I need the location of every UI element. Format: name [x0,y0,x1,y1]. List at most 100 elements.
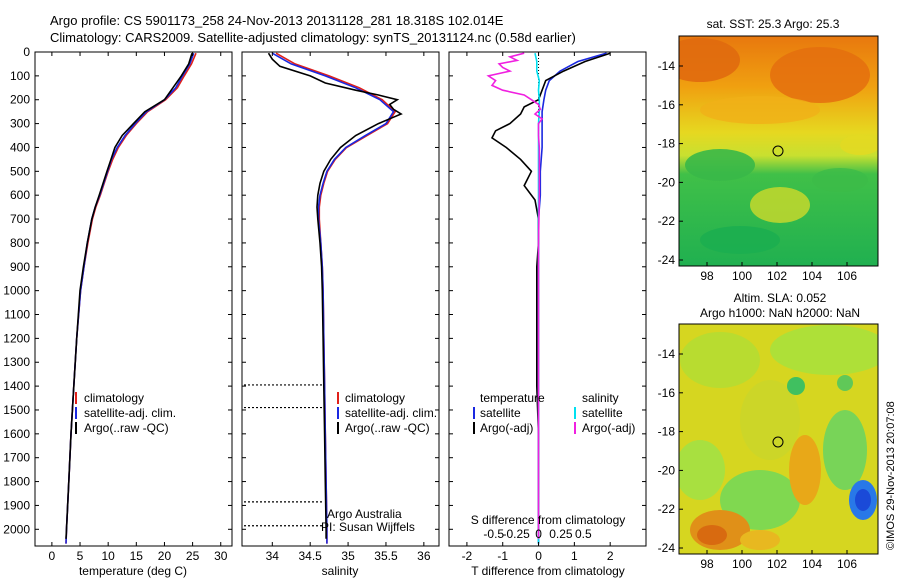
salinity-plot [244,52,403,544]
series-line-temperature-argo-adj- [490,52,611,539]
difference-panel-frame [448,51,647,547]
depth-tick-label: 900 [10,260,30,274]
argo-location-marker [772,436,784,448]
depth-tick-label: 1600 [3,427,30,441]
s-difference-axis: -0.5-0.25 0 0.25 0.5 [483,527,592,541]
sst-map-image [679,36,878,266]
map-y-tick-label: -14 [658,59,676,73]
temperature-x-axis: 0 5 10 15 20 25 30 [49,52,228,563]
x-tick-label: 34.5 [299,549,323,563]
x-tick-label: 10 [101,549,115,563]
x-tick-label: 1 [571,549,578,563]
depth-tick-label: 700 [10,212,30,226]
x-tick-label: 25 [186,549,200,563]
sst-map-axes: -14 -16 -18 -20 -22 -24 98 100 102 104 106 [658,59,858,283]
map-x-tick-label: 98 [700,269,714,283]
map-x-tick-label: 102 [767,269,787,283]
legend-head-salinity: salinity [582,391,619,405]
x-tick-label: -1 [497,549,508,563]
imos-stamp: ©IMOS 29-Nov-2013 20:07:08 [885,401,897,550]
legend-label-climatology: climatology [84,391,144,405]
legend-head-temperature: temperature [480,391,545,405]
map-x-tick-label: 104 [802,557,822,571]
map-y-tick-label: -16 [658,98,676,112]
depth-tick-label: 0 [23,45,30,59]
x-tick-label: 15 [130,549,144,563]
salinity-panel-frame [241,51,440,547]
x-tick-label: 0 [49,549,56,563]
s-tick-label: 0.25 [549,527,573,541]
legend-label-temp-satellite: satellite [480,406,521,420]
map-y-tick-label: -18 [658,425,676,439]
depth-tick-label: 600 [10,188,30,202]
map-y-tick-label: -24 [658,253,676,267]
depth-tick-label: 1100 [4,308,30,322]
depth-tick-label: 1700 [3,451,30,465]
legend-label-argo: Argo(..raw -QC) [84,421,169,435]
legend-label-sal-argo: Argo(-adj) [582,421,635,435]
sst-map-title: sat. SST: 25.3 Argo: 25.3 [707,17,840,31]
series-line-argo-raw-qc- [267,52,403,539]
sla-map-title-1: Altim. SLA: 0.052 [734,291,827,305]
x-tick-label: 5 [77,549,84,563]
legend-label-satellite-adj: satellite-adj. clim. [84,406,176,420]
salinity-legend: climatology satellite-adj. clim. Argo(..… [337,391,437,435]
x-tick-label: 30 [214,549,228,563]
x-tick-label: 34 [266,549,280,563]
depth-tick-label: 300 [10,117,30,131]
series-line-salinity-argo-adj- [486,52,544,539]
depth-tick-label: 500 [10,164,30,178]
x-tick-label: 35.5 [374,549,398,563]
series-line-temperature-satellite [537,52,607,544]
x-tick-label: 36 [417,549,431,563]
x-tick-label: 20 [158,549,172,563]
depth-tick-label: 1800 [3,475,30,489]
temperature-xlabel: temperature (deg C) [79,564,187,578]
temperature-plot [65,52,197,544]
map-y-tick-label: -18 [658,137,676,151]
depth-tick-label: 1900 [3,498,30,512]
difference-plot [486,52,611,546]
sla-map-image [679,324,878,554]
depth-axis: 0 100 200 300 400 500 600 700 800 900 1000 1100 1200… [3,45,646,536]
depth-tick-label: 100 [10,69,30,83]
map-x-tick-label: 106 [837,557,857,571]
annotation-argo-australia: Argo Australia [327,507,402,521]
map-y-tick-label: -20 [658,463,676,477]
map-x-tick-label: 104 [802,269,822,283]
s-tick-label: -0.5 [483,527,504,541]
x-tick-label: 2 [607,549,614,563]
legend-label-argo: Argo(..raw -QC) [345,421,430,435]
depth-tick-label: 1500 [3,403,30,417]
title-line-1: Argo profile: CS 5901173_258 24-Nov-2013… [50,13,504,28]
depth-tick-label: 200 [10,93,30,107]
s-tick-label: 0.5 [575,527,592,541]
sst-map-frame [678,35,879,267]
depth-tick-label: 1000 [3,284,30,298]
salinity-x-axis: 34 34.5 35 35.5 36 [266,52,431,563]
title-line-2: Climatology: CARS2009. Satellite-adjuste… [50,30,576,45]
difference-x-axis: -2 -1 0 1 2 [462,52,614,563]
series-line-satellite-adj-clim- [271,52,395,544]
argo-location-marker [772,145,784,157]
map-x-tick-label: 98 [700,557,714,571]
map-x-tick-label: 100 [732,269,752,283]
x-tick-label: 35 [341,549,355,563]
legend-label-satellite-adj: satellite-adj. clim. [345,406,437,420]
temperature-legend: climatology satellite-adj. clim. Argo(..… [75,391,176,435]
temperature-panel-frame [34,51,233,547]
s-difference-label: S difference from climatology [471,513,626,527]
sla-map-frame [678,323,879,555]
depth-tick-label: 2000 [3,522,30,536]
sla-map-title-2: Argo h1000: NaN h2000: NaN [700,306,860,320]
x-tick-label: -2 [462,549,473,563]
difference-xlabel: T difference from climatology [471,564,625,578]
depth-tick-label: 1200 [3,331,30,345]
depth-tick-label: 800 [10,236,30,250]
map-x-tick-label: 102 [767,557,787,571]
s-tick-label: -0.25 [502,527,530,541]
map-x-tick-label: 100 [732,557,752,571]
legend-label-sal-satellite: satellite [582,406,623,420]
